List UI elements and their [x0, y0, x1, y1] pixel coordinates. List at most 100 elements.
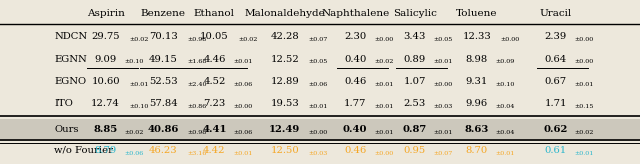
Text: ±0.10: ±0.10: [129, 104, 148, 109]
Text: 1.71: 1.71: [544, 99, 567, 108]
Text: Ethanol: Ethanol: [194, 10, 235, 18]
Text: 4.52: 4.52: [204, 77, 225, 86]
Text: EGNN: EGNN: [54, 55, 87, 63]
Text: 4.41: 4.41: [202, 125, 227, 134]
Text: 9.96: 9.96: [466, 99, 488, 108]
Text: ±0.00: ±0.00: [374, 37, 394, 42]
Text: ITO: ITO: [54, 99, 73, 108]
Text: 1.07: 1.07: [404, 77, 426, 86]
Text: 52.53: 52.53: [149, 77, 177, 86]
Text: ±0.09: ±0.09: [496, 60, 515, 64]
Text: Salicylic: Salicylic: [393, 10, 436, 18]
Text: 0.67: 0.67: [545, 77, 566, 86]
Text: 4.42: 4.42: [203, 146, 226, 154]
Text: 57.84: 57.84: [149, 99, 177, 108]
Text: ±0.00: ±0.00: [500, 37, 520, 42]
Text: 9.09: 9.09: [95, 55, 116, 63]
Text: 10.05: 10.05: [200, 32, 228, 41]
Text: ±0.98: ±0.98: [187, 37, 206, 42]
Text: ±0.01: ±0.01: [374, 130, 394, 135]
Text: Malonaldehyde: Malonaldehyde: [244, 10, 325, 18]
Text: 0.46: 0.46: [344, 146, 366, 154]
Text: ±0.02: ±0.02: [374, 60, 394, 64]
Text: ±0.07: ±0.07: [434, 151, 453, 155]
Text: 12.89: 12.89: [271, 77, 299, 86]
Text: ±0.98: ±0.98: [187, 130, 206, 135]
Text: 46.23: 46.23: [149, 146, 177, 154]
Text: 12.50: 12.50: [271, 146, 299, 154]
Text: ±0.01: ±0.01: [308, 104, 328, 109]
Text: ±0.04: ±0.04: [496, 104, 515, 109]
Text: 4.46: 4.46: [204, 55, 225, 63]
Text: 29.75: 29.75: [92, 32, 120, 41]
Text: 40.86: 40.86: [147, 125, 179, 134]
Text: Ours: Ours: [54, 125, 79, 134]
Text: ±0.02: ±0.02: [129, 37, 148, 42]
Text: ±0.00: ±0.00: [575, 37, 594, 42]
Text: 0.89: 0.89: [404, 55, 426, 63]
Bar: [0, 119, 640, 141]
Text: ±0.05: ±0.05: [308, 60, 328, 64]
Text: ±0.01: ±0.01: [575, 82, 594, 87]
Text: NDCN: NDCN: [54, 32, 88, 41]
Text: 0.40: 0.40: [343, 125, 367, 134]
Text: ±0.00: ±0.00: [575, 60, 594, 64]
Text: 3.43: 3.43: [404, 32, 426, 41]
Text: ±0.01: ±0.01: [129, 82, 148, 87]
Text: Aspirin: Aspirin: [86, 10, 125, 18]
Text: 12.74: 12.74: [91, 99, 120, 108]
Text: ±0.04: ±0.04: [496, 130, 515, 135]
Text: 8.70: 8.70: [466, 146, 488, 154]
Text: Naphthalene: Naphthalene: [321, 10, 389, 18]
Text: ±0.01: ±0.01: [575, 151, 594, 155]
Text: ±0.02: ±0.02: [238, 37, 257, 42]
Text: ±0.03: ±0.03: [434, 104, 453, 109]
Text: ±0.01: ±0.01: [374, 104, 394, 109]
Text: ±0.00: ±0.00: [434, 82, 453, 87]
Text: w/o Fourier: w/o Fourier: [54, 146, 113, 154]
Text: ±0.86: ±0.86: [187, 104, 206, 109]
Text: ±0.01: ±0.01: [374, 82, 394, 87]
Text: 2.30: 2.30: [344, 32, 366, 41]
Text: ±0.00: ±0.00: [308, 130, 328, 135]
Text: ±0.03: ±0.03: [308, 151, 328, 155]
Text: 0.61: 0.61: [545, 146, 566, 154]
Text: ±0.10: ±0.10: [125, 60, 144, 64]
Text: ±0.07: ±0.07: [308, 37, 328, 42]
Text: 12.49: 12.49: [269, 125, 300, 134]
Text: Toluene: Toluene: [456, 10, 497, 18]
Text: 8.98: 8.98: [466, 55, 488, 63]
Text: ±0.06: ±0.06: [125, 151, 144, 155]
Text: 0.40: 0.40: [344, 55, 366, 63]
Text: 8.85: 8.85: [93, 125, 118, 134]
Text: 42.28: 42.28: [271, 32, 299, 41]
Text: 2.39: 2.39: [545, 32, 566, 41]
Text: 0.95: 0.95: [404, 146, 426, 154]
Text: ±2.40: ±2.40: [187, 82, 206, 87]
Text: ±0.01: ±0.01: [496, 151, 515, 155]
Text: ±0.00: ±0.00: [234, 104, 253, 109]
Text: ±0.00: ±0.00: [374, 151, 394, 155]
Text: 12.33: 12.33: [463, 32, 491, 41]
Text: ±0.01: ±0.01: [234, 60, 253, 64]
Text: ±0.06: ±0.06: [308, 82, 328, 87]
Text: 0.87: 0.87: [403, 125, 427, 134]
Text: ±0.02: ±0.02: [125, 130, 144, 135]
Text: ±0.01: ±0.01: [234, 151, 253, 155]
Text: 12.52: 12.52: [271, 55, 299, 63]
Text: 19.53: 19.53: [271, 99, 299, 108]
Text: ±0.05: ±0.05: [434, 37, 453, 42]
Text: 8.63: 8.63: [465, 125, 489, 134]
Text: ±0.02: ±0.02: [575, 130, 594, 135]
Text: 0.46: 0.46: [344, 77, 366, 86]
Text: ±0.10: ±0.10: [496, 82, 515, 87]
Text: 9.31: 9.31: [466, 77, 488, 86]
Text: ±0.06: ±0.06: [234, 130, 253, 135]
Text: ±1.68: ±1.68: [187, 60, 206, 64]
Text: Benzene: Benzene: [141, 10, 186, 18]
Text: ±0.15: ±0.15: [575, 104, 594, 109]
Text: 1.77: 1.77: [344, 99, 366, 108]
Text: ±0.01: ±0.01: [434, 130, 453, 135]
Text: ±0.01: ±0.01: [434, 60, 453, 64]
Text: 8.79: 8.79: [95, 146, 116, 154]
